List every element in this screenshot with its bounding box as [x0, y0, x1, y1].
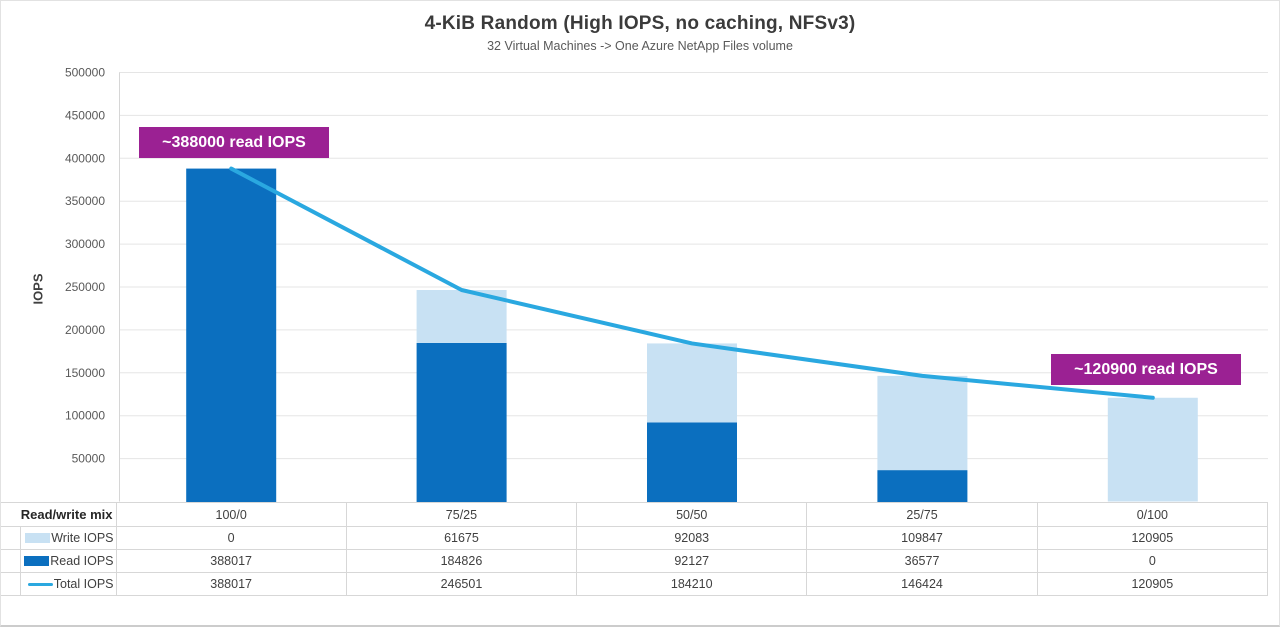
legend-label: Read IOPS: [50, 554, 114, 568]
table-row-read-iops: Read IOPS 388017 184826 92127 36577 0: [1, 549, 1269, 573]
table-cell: 0: [1036, 549, 1269, 573]
table-cell: 100/0: [115, 502, 347, 527]
table-cell: 120905: [1036, 572, 1269, 596]
data-table: Read/write mix 100/0 75/25 50/50 25/75 0…: [1, 502, 1269, 596]
chart-subtitle: 32 Virtual Machines -> One Azure NetApp …: [487, 39, 793, 53]
write-iops-swatch: [25, 533, 51, 543]
read-iops-bar: [647, 422, 737, 502]
read-iops-bar: [186, 168, 277, 502]
table-row-write-iops: Write IOPS 0 61675 92083 109847 120905: [1, 526, 1269, 550]
table-cell: 61675: [345, 526, 578, 550]
legend-total-iops: Total IOPS: [1, 572, 117, 596]
y-tick-label: 150000: [65, 366, 105, 380]
legend-read-iops: Read IOPS: [1, 549, 117, 573]
table-cell: 120905: [1036, 526, 1269, 550]
y-tick-label: 200000: [65, 323, 105, 337]
read-iops-bar: [877, 470, 968, 502]
table-cell: 184210: [576, 572, 808, 596]
table-cell: 25/75: [806, 502, 1038, 527]
gridlines: [119, 72, 1268, 460]
chart-plot-area: 50000 100000 150000 200000 250000 300000 35000…: [65, 66, 1268, 502]
write-iops-bar: [877, 375, 968, 471]
table-cell: 50/50: [576, 502, 808, 527]
write-iops-bar: [1107, 397, 1198, 502]
y-tick-label: 350000: [65, 194, 105, 208]
y-tick-label: 400000: [65, 151, 105, 165]
annotation-read-iops-high: ~388000 read IOPS: [139, 127, 329, 158]
table-cell: 109847: [806, 526, 1038, 550]
table-cell: 92127: [576, 549, 808, 573]
read-iops-swatch: [24, 556, 50, 566]
y-tick-label: 250000: [65, 280, 105, 294]
y-tick-label: 100000: [65, 409, 105, 423]
y-axis-tick-labels: 50000 100000 150000 200000 250000 300000 35000…: [65, 66, 105, 466]
table-cell: 388017: [115, 572, 347, 596]
legend-label: Write IOPS: [51, 531, 114, 545]
total-iops-line: [229, 166, 1155, 400]
annotation-read-iops-low: ~120900 read IOPS: [1051, 354, 1241, 385]
table-cell: 146424: [806, 572, 1038, 596]
y-tick-label: 500000: [65, 66, 105, 80]
legend-label: Total IOPS: [53, 577, 114, 591]
table-cell: 75/25: [345, 502, 578, 527]
table-cell: 92083: [576, 526, 808, 550]
table-cell: 36577: [806, 549, 1038, 573]
y-tick-label: 300000: [65, 237, 105, 251]
table-cell: 0: [115, 526, 347, 550]
write-iops-bar: [647, 343, 737, 423]
table-cell: 0/100: [1036, 502, 1269, 527]
table-header-readwrite-mix: Read/write mix: [1, 502, 117, 527]
table-cell: 184826: [345, 549, 578, 573]
y-tick-label: 50000: [72, 452, 106, 466]
table-row-mix: Read/write mix 100/0 75/25 50/50 25/75 0…: [1, 502, 1269, 527]
y-tick-label: 450000: [65, 108, 105, 122]
chart-title: 4-KiB Random (High IOPS, no caching, NFS…: [424, 13, 856, 34]
bars: [186, 168, 1198, 502]
y-axis-title: IOPS: [30, 273, 46, 305]
table-row-total-iops: Total IOPS 388017 246501 184210 146424 1…: [1, 572, 1269, 596]
table-cell: 246501: [345, 572, 578, 596]
total-iops-swatch: [27, 583, 53, 586]
table-cell: 388017: [115, 549, 347, 573]
legend-write-iops: Write IOPS: [1, 526, 117, 550]
read-iops-bar: [416, 342, 507, 502]
